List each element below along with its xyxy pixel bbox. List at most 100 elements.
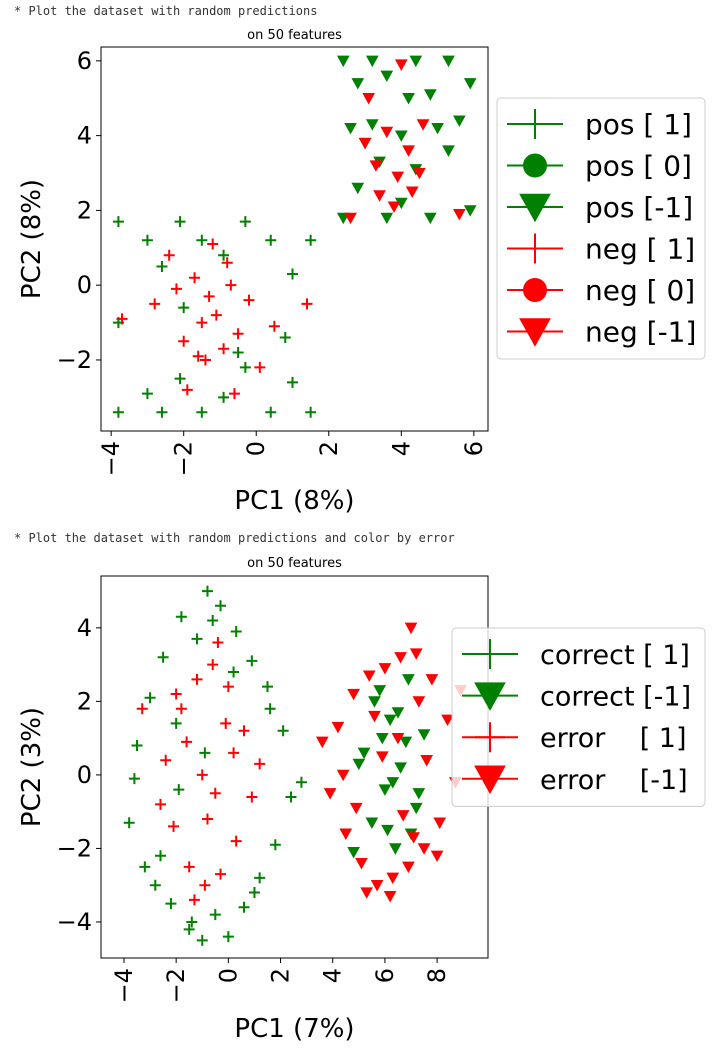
point: [189, 272, 201, 284]
caption: * Plot the dataset with random predictio…: [14, 531, 455, 545]
point: [238, 725, 250, 737]
legend-label: error [ 1]: [540, 723, 687, 754]
x-tick-label: 4: [319, 968, 347, 983]
x-axis-label: PC1 (7%): [234, 1014, 354, 1044]
point: [221, 257, 233, 269]
point: [347, 846, 360, 859]
point: [349, 802, 363, 815]
point: [218, 343, 230, 355]
point: [360, 887, 374, 899]
point: [112, 216, 124, 228]
point: [222, 931, 234, 943]
legend-marker: [523, 153, 547, 178]
legend-label: neg [ 1]: [585, 233, 695, 266]
point: [404, 622, 418, 635]
point: [174, 216, 186, 228]
x-tick-label: 0: [242, 441, 270, 456]
y-tick-label: 2: [77, 687, 92, 715]
point: [357, 747, 371, 760]
legend-label: correct [ 1]: [540, 640, 690, 671]
point: [402, 861, 415, 874]
point: [285, 791, 297, 803]
point: [163, 249, 175, 261]
point: [396, 810, 410, 822]
point: [417, 729, 431, 741]
point: [268, 320, 280, 332]
point: [368, 696, 381, 708]
point: [380, 212, 394, 225]
point: [131, 739, 143, 751]
y-tick-label: 4: [77, 122, 92, 150]
point: [160, 754, 172, 766]
point: [380, 70, 394, 83]
point: [344, 212, 357, 225]
x-tick-label: 4: [387, 441, 415, 456]
legend-box: [451, 627, 706, 807]
legend-marker: [475, 722, 505, 753]
y-tick-label: 2: [77, 196, 92, 224]
chart-title: on 50 features: [247, 556, 342, 571]
point: [218, 391, 230, 403]
point: [265, 234, 277, 246]
point: [362, 670, 376, 682]
point: [196, 234, 208, 246]
point: [355, 857, 368, 870]
x-tick-label: −4: [97, 441, 125, 476]
point: [383, 891, 397, 903]
point: [323, 788, 337, 800]
point: [149, 298, 161, 310]
point: [399, 736, 413, 749]
point: [352, 758, 366, 771]
point: [199, 354, 211, 366]
point: [192, 350, 204, 362]
point: [386, 777, 400, 789]
point: [181, 736, 193, 748]
point: [378, 784, 392, 796]
point: [215, 868, 227, 880]
point: [165, 898, 177, 910]
point: [141, 388, 153, 400]
point: [183, 923, 195, 935]
point: [156, 260, 168, 272]
point: [344, 122, 357, 135]
x-tick-label: 6: [371, 968, 399, 983]
point: [239, 361, 251, 373]
point: [409, 648, 423, 660]
point: [149, 879, 161, 891]
point: [175, 611, 187, 623]
point: [215, 600, 227, 612]
point: [287, 268, 299, 280]
point: [295, 776, 307, 788]
point: [394, 762, 407, 774]
point: [199, 747, 211, 759]
x-tick-label: 8: [423, 968, 451, 983]
point: [228, 666, 240, 678]
point: [368, 710, 381, 723]
point: [305, 406, 317, 418]
legend-marker: [519, 193, 551, 223]
point: [144, 692, 156, 704]
point: [174, 373, 186, 385]
point: [463, 205, 477, 217]
point: [391, 171, 405, 183]
point: [347, 688, 360, 701]
point: [264, 703, 276, 715]
legend-box: [496, 97, 706, 360]
caption: * Plot the dataset with random predictio…: [14, 4, 317, 18]
point: [196, 317, 208, 329]
point: [409, 55, 423, 68]
legend-marker: [475, 639, 505, 669]
point: [287, 376, 299, 388]
legend-label: correct [-1]: [540, 682, 691, 713]
legend-marker: [523, 278, 547, 302]
point: [442, 145, 455, 157]
point: [181, 384, 193, 396]
point: [389, 843, 402, 855]
point: [225, 279, 237, 291]
point: [178, 302, 190, 314]
point: [331, 721, 345, 734]
point: [203, 290, 215, 302]
point: [183, 861, 195, 873]
point: [123, 817, 135, 829]
